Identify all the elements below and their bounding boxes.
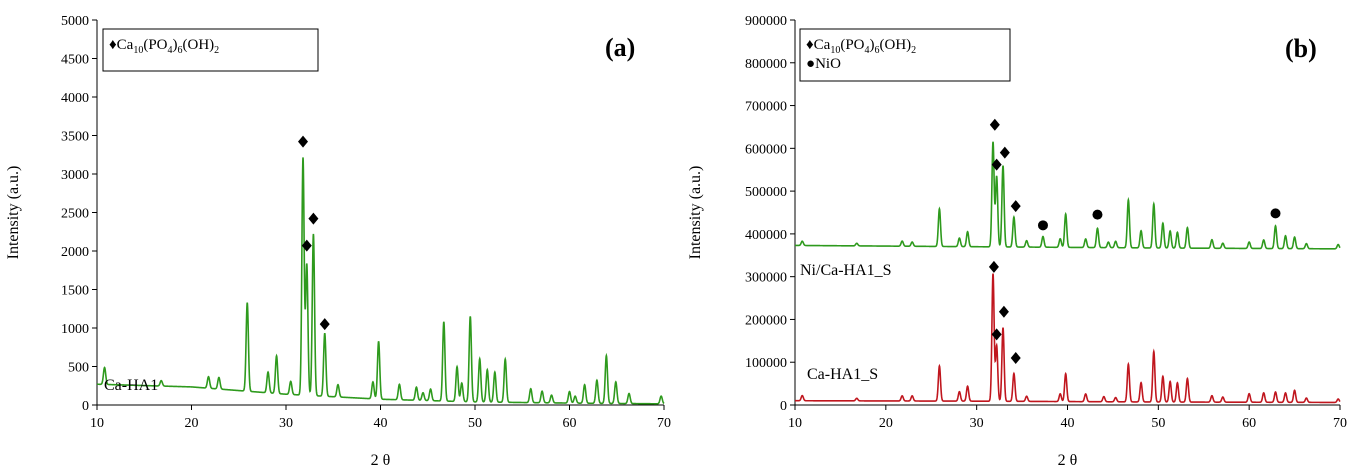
y-tick-label: 4500 (61, 53, 89, 68)
x-tick-label: 60 (1242, 416, 1256, 431)
y-tick-label: 2000 (61, 245, 89, 260)
legend-entry-1: ♦Ca10​(PO4​)6​(OH)2​ (109, 37, 219, 56)
phase-marker-hydroxyapatite (998, 305, 1009, 318)
legend-entry-2: ●NiO (806, 56, 841, 72)
phase-marker-nio (1270, 208, 1281, 219)
legend-entry-1: ♦Ca10​(PO4​)6​(OH)2​ (806, 37, 916, 56)
series-line-1 (96, 157, 665, 405)
y-tick-label: 100000 (745, 356, 787, 371)
panel-label: (a) (605, 33, 635, 62)
x-tick-label: 30 (970, 416, 984, 431)
series-label-1: Ni/Ca-HA1_S (800, 262, 892, 279)
series-line-1 (795, 141, 1341, 250)
series-label-2: Ca-HA1_S (807, 366, 878, 383)
series-label-1: Ca-HA1 (104, 377, 158, 394)
y-tick-label: 5000 (61, 14, 89, 29)
phase-marker-hydroxyapatite (308, 212, 319, 225)
y-tick-label: 800000 (745, 57, 787, 72)
y-tick-label: 200000 (745, 313, 787, 328)
y-tick-label: 0 (780, 399, 787, 414)
y-tick-label: 1000 (61, 322, 89, 337)
y-tick-label: 3500 (61, 130, 89, 145)
panel-a: 0 500 1000 1500 2000 2500 3000 3500 4000 4500 5000… (5, 14, 671, 469)
phase-marker-hydroxyapatite (991, 158, 1002, 171)
y-axis-label: Intensity (a.u.) (5, 166, 22, 260)
x-axis-label: 2 θ (1058, 452, 1078, 469)
y-tick-label: 1500 (61, 284, 89, 299)
y-tick-label: 600000 (745, 142, 787, 157)
phase-marker-hydroxyapatite (301, 239, 312, 252)
y-axis-label: Intensity (a.u.) (687, 166, 704, 260)
x-tick-label: 10 (788, 416, 802, 431)
phase-marker-hydroxyapatite (988, 260, 999, 273)
y-tick-label: 500000 (745, 185, 787, 200)
y-tick-label: 400000 (745, 228, 787, 243)
x-tick-label: 20 (185, 416, 199, 431)
phase-marker-hydroxyapatite (319, 318, 330, 331)
legend-box (102, 28, 319, 72)
phase-marker-nio (1092, 209, 1103, 220)
x-tick-label: 60 (563, 416, 577, 431)
x-tick-label: 40 (374, 416, 388, 431)
y-tick-label: 4000 (61, 91, 89, 106)
phase-marker-nio (1037, 220, 1048, 231)
y-tick-label: 2500 (61, 207, 89, 222)
phase-marker-hydroxyapatite (1010, 200, 1021, 213)
x-tick-label: 50 (1151, 416, 1165, 431)
x-tick-label: 50 (468, 416, 482, 431)
phase-marker-hydroxyapatite (1010, 351, 1021, 364)
x-tick-label: 70 (657, 416, 671, 431)
y-tick-label: 700000 (745, 100, 787, 115)
x-tick-label: 40 (1061, 416, 1075, 431)
y-tick-label: 300000 (745, 271, 787, 286)
legend-box (799, 28, 1011, 82)
y-tick-label: 0 (82, 399, 89, 414)
series-line-2 (795, 273, 1341, 404)
y-tick-label: 900000 (745, 14, 787, 29)
panel-b: 0 100000 200000 300000 400000 500000 600000 700… (687, 14, 1347, 469)
x-tick-label: 70 (1333, 416, 1347, 431)
phase-marker-hydroxyapatite (989, 118, 1000, 131)
x-tick-label: 10 (90, 416, 104, 431)
y-tick-label: 500 (68, 361, 89, 376)
x-axis-label: 2 θ (371, 452, 391, 469)
panel-label: (b) (1285, 34, 1317, 63)
x-tick-label: 20 (879, 416, 893, 431)
x-tick-label: 30 (279, 416, 293, 431)
phase-marker-hydroxyapatite (991, 328, 1002, 341)
phase-marker-hydroxyapatite (298, 135, 309, 148)
phase-marker-hydroxyapatite (999, 146, 1010, 159)
y-tick-label: 3000 (61, 168, 89, 183)
